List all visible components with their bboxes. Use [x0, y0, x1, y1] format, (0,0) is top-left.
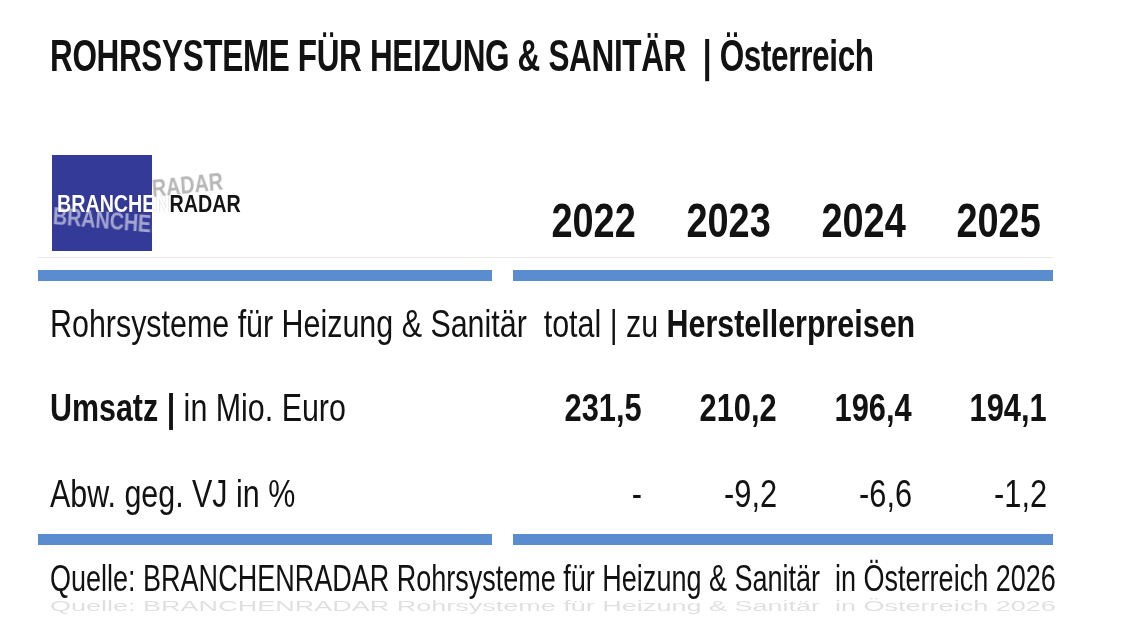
- table-cell-umsatz-2024: 196,4: [783, 384, 918, 432]
- table-cell-abw-2025: -1,2: [918, 470, 1053, 518]
- divider-hairline: [38, 257, 1053, 258]
- source-caption: Quelle: BRANCHENRADAR Rohrsysteme für He…: [50, 556, 1121, 602]
- table-cell-umsatz-2022: 231,5: [513, 384, 648, 432]
- year-header-2022: 2022: [513, 196, 648, 246]
- year-header-2025: 2025: [918, 196, 1053, 246]
- table-cell-umsatz-2023: 210,2: [648, 384, 783, 432]
- accent-bar-top-right: [513, 270, 1053, 281]
- table-cell-abw-2024: -6,6: [783, 470, 918, 518]
- row-label-umsatz-unit: in Mio. Euro: [175, 386, 346, 429]
- section-title-regular: Rohrsysteme für Heizung & Sanitär total …: [50, 302, 667, 345]
- section-title: Rohrsysteme für Heizung & Sanitär total …: [38, 300, 1053, 348]
- page-title: ROHRSYSTEME FÜR HEIZUNG & SANITÄR | Öste…: [50, 30, 1121, 82]
- table-cell-umsatz-2025: 194,1: [918, 384, 1053, 432]
- row-label-abweichung: Abw. geg. VJ in %: [38, 470, 513, 518]
- year-header-row: 2022 2023 2024 2025: [38, 196, 1053, 246]
- row-label-umsatz: Umsatz | in Mio. Euro: [38, 384, 513, 432]
- accent-bar-bottom-left: [38, 534, 492, 545]
- page-title-text: ROHRSYSTEME FÜR HEIZUNG & SANITÄR | Öste…: [50, 30, 874, 82]
- accent-bar-top-left: [38, 270, 492, 281]
- source-caption-ghost: Quelle: BRANCHENRADAR Rohrsysteme für He…: [50, 598, 1056, 614]
- table-row-umsatz: Umsatz | in Mio. Euro 231,5 210,2 196,4 …: [38, 384, 1053, 432]
- table-cell-abw-2022: -: [513, 470, 648, 518]
- row-label-umsatz-bold: Umsatz |: [50, 386, 175, 429]
- source-caption-text: Quelle: BRANCHENRADAR Rohrsysteme für He…: [50, 556, 1056, 602]
- report-page: ROHRSYSTEME FÜR HEIZUNG & SANITÄR | Öste…: [0, 0, 1121, 637]
- year-header-2023: 2023: [648, 196, 783, 246]
- table-cell-abw-2023: -9,2: [648, 470, 783, 518]
- year-header-2024: 2024: [783, 196, 918, 246]
- section-title-bold: Herstellerpreisen: [667, 302, 916, 345]
- accent-bar-bottom-right: [513, 534, 1053, 545]
- table-row-abweichung: Abw. geg. VJ in % - -9,2 -6,6 -1,2: [38, 470, 1053, 518]
- section-title-row: Rohrsysteme für Heizung & Sanitär total …: [38, 300, 1053, 348]
